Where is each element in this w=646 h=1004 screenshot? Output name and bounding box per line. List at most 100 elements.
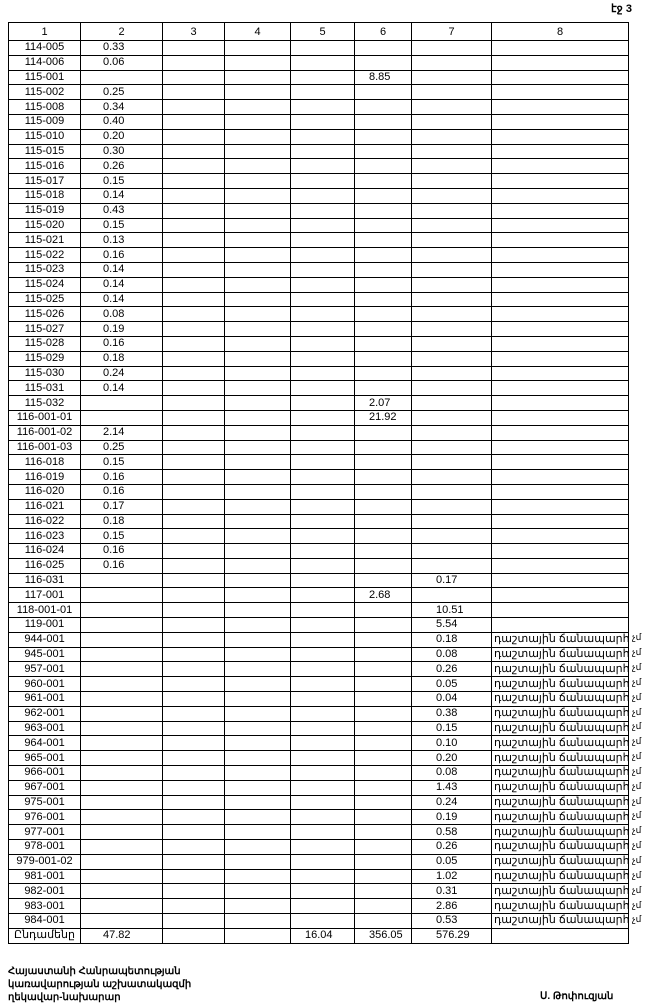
cell (354, 824, 412, 841)
page-label: էջ 3 (611, 3, 632, 15)
cell (224, 587, 291, 604)
cell (162, 99, 225, 115)
cell: 115-022 (8, 247, 81, 263)
cell (224, 321, 291, 337)
cell (354, 528, 412, 545)
cell: 115-030 (8, 365, 81, 382)
cell: 0.14 (80, 380, 163, 397)
cell (80, 617, 163, 633)
cell: 0.16 (80, 557, 163, 574)
cell: 0.08 (80, 306, 163, 323)
cell (162, 380, 225, 397)
cell: 0.18 (80, 513, 163, 530)
cell (491, 543, 629, 559)
cell: 576.29 (411, 927, 492, 944)
table-row: 116-023 0.15 (8, 528, 629, 545)
cell: 0.24 (80, 365, 163, 382)
cell (290, 528, 355, 545)
cell (162, 483, 225, 500)
cell (162, 779, 225, 796)
cell (162, 469, 225, 485)
cell: 975-001 (8, 794, 81, 811)
cell: 1.02 (411, 868, 492, 885)
cell: 945-001 (8, 646, 81, 663)
cell (354, 794, 412, 811)
table-row: 115-020 0.15 (8, 217, 629, 234)
cell (80, 868, 163, 885)
margin-note: չմ (632, 884, 642, 895)
cell (354, 691, 412, 707)
cell (491, 158, 629, 175)
cell (290, 276, 355, 293)
cell (354, 779, 412, 796)
cell (354, 839, 412, 855)
cell (162, 676, 225, 693)
cell (80, 913, 163, 929)
cell: 10.51 (411, 602, 492, 619)
cell: 0.18 (411, 631, 492, 648)
cell: դաշտային ճանապարհ (491, 691, 629, 707)
cell: 115-027 (8, 321, 81, 337)
cell: դաշտային ճանապարհ (491, 824, 629, 841)
cell: դաշտային ճանապարհ (491, 883, 629, 900)
cell (162, 913, 225, 929)
table-row: 115-017 0.15 (8, 173, 629, 189)
cell: դաշտային ճանապարհ (491, 779, 629, 796)
cell: 0.26 (411, 839, 492, 855)
cell (354, 809, 412, 826)
cell (162, 705, 225, 722)
cell (224, 395, 291, 411)
table-row: 116-001-03 0.25 (8, 439, 629, 456)
cell (411, 69, 492, 86)
cell (290, 543, 355, 559)
cell (224, 498, 291, 515)
cell: Ընդամենը (8, 927, 81, 944)
cell (224, 557, 291, 574)
cell (290, 839, 355, 855)
cell: 114-005 (8, 40, 81, 56)
table-row: 115-028 0.16 (8, 335, 629, 352)
cell (80, 631, 163, 648)
cell (224, 335, 291, 352)
table-row: 115-027 0.19 (8, 321, 629, 337)
cell (80, 691, 163, 707)
cell: 0.17 (80, 498, 163, 515)
cell (80, 720, 163, 737)
cell (290, 128, 355, 145)
cell (80, 409, 163, 426)
cell (162, 750, 225, 767)
table-row: 967-001 1.43 դաշտային ճանապարհ (8, 779, 629, 796)
cell (162, 69, 225, 86)
cell: 961-001 (8, 691, 81, 707)
cell: 976-001 (8, 809, 81, 826)
cell (224, 202, 291, 219)
cell: 0.15 (80, 173, 163, 189)
cell (354, 217, 412, 234)
table-row: 115-015 0.30 (8, 143, 629, 160)
cell (80, 750, 163, 767)
cell (290, 913, 355, 929)
table-row: 964-001 0.10 դաշտային ճանապարհ (8, 735, 629, 752)
cell: 115-025 (8, 291, 81, 308)
cell (224, 380, 291, 397)
table-row: 115-021 0.13 (8, 232, 629, 249)
margin-note: չմ (632, 751, 642, 762)
cell: 982-001 (8, 883, 81, 900)
cell (354, 868, 412, 885)
cell (224, 853, 291, 870)
cell (354, 661, 412, 678)
cell (162, 202, 225, 219)
cell (162, 927, 225, 944)
table-row: 115-008 0.34 (8, 99, 629, 115)
cell (224, 720, 291, 737)
cell: 47.82 (80, 927, 163, 944)
cell (162, 602, 225, 619)
cell (411, 99, 492, 115)
cell (354, 54, 412, 71)
cell: 0.26 (411, 661, 492, 678)
cell (411, 202, 492, 219)
cell: 116-024 (8, 543, 81, 559)
cell: 0.30 (80, 143, 163, 160)
cell (80, 572, 163, 589)
cell (354, 128, 412, 145)
